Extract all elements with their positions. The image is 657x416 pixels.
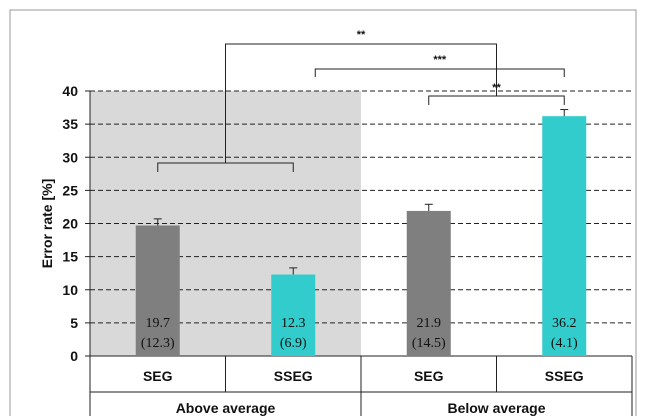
y-axis-title: Error rate [%] [39, 179, 55, 268]
significance-label-2: ** [492, 82, 501, 94]
bracket-group-vs-group [225, 43, 497, 163]
grid-lines [90, 90, 632, 324]
y-tick-label-25: 25 [62, 182, 78, 198]
y-tick-label-15: 15 [62, 249, 78, 265]
y-tick-label-0: 0 [70, 348, 78, 364]
sd-label-3: (4.1) [551, 336, 578, 351]
category-label-3: SSEG [545, 368, 584, 384]
category-label-0: SEG [143, 368, 173, 384]
category-label-1: SSEG [274, 368, 313, 384]
group-label-1: Below average [447, 400, 545, 416]
value-label-0: 19.7 [146, 316, 171, 331]
y-tick-label-40: 40 [62, 83, 78, 99]
y-tick-label-5: 5 [70, 315, 78, 331]
y-tick-label-35: 35 [62, 116, 78, 132]
y-axis: 0 5 10 15 20 25 30 35 40 [62, 83, 632, 364]
bar-3 [542, 116, 587, 356]
sd-label-0: (12.3) [141, 336, 175, 351]
value-label-1: 12.3 [281, 316, 306, 331]
sd-label-1: (6.9) [280, 336, 307, 351]
significance-brackets: ******* [157, 29, 565, 172]
significance-label-1: *** [433, 54, 447, 66]
y-tick-label-10: 10 [62, 282, 78, 298]
y-tick-label-30: 30 [62, 149, 78, 165]
category-table: SEG SSEG SEG SSEG Above average Below average [89, 356, 633, 416]
bracket-sseg-vs-sseg [314, 68, 565, 77]
bar-0 [135, 225, 180, 356]
significance-label-0: ** [357, 29, 366, 41]
bar-2 [406, 210, 451, 356]
value-label-3: 36.2 [552, 316, 577, 331]
category-label-2: SEG [414, 368, 444, 384]
value-label-2: 21.9 [417, 316, 442, 331]
y-tick-label-20: 20 [62, 216, 78, 232]
bar-1 [271, 274, 316, 356]
bars: 19.7 (12.3) 12.3 (6.9) 21.9 (14.5) 36.2 (4.1) [135, 109, 587, 356]
group-label-0: Above average [176, 400, 276, 416]
sd-label-2: (14.5) [412, 336, 446, 351]
